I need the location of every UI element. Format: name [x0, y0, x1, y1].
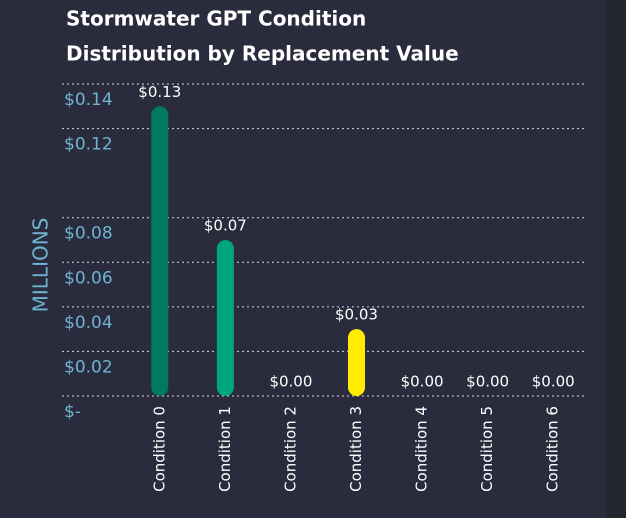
background [0, 0, 606, 518]
bar [216, 240, 234, 396]
y-tick-label: $0.12 [64, 135, 113, 155]
value-label: $0.00 [269, 373, 312, 391]
chart-title: Stormwater GPT Condition [66, 7, 366, 31]
x-tick-label: Condition 0 [150, 406, 168, 492]
x-tick-label: Condition 5 [478, 406, 496, 492]
x-tick-label: Condition 2 [281, 406, 299, 492]
chart-title: Distribution by Replacement Value [66, 42, 459, 66]
x-tick-label: Condition 3 [347, 406, 365, 492]
bar [348, 329, 365, 396]
value-label: $0.13 [138, 83, 181, 101]
bar [151, 106, 169, 397]
value-label: $0.00 [466, 373, 509, 391]
y-tick-label: $0.14 [64, 90, 113, 110]
y-tick-label: $0.08 [64, 224, 113, 244]
value-label: $0.03 [335, 306, 378, 324]
value-label: $0.07 [204, 217, 247, 235]
side-strip [606, 0, 626, 518]
value-label: $0.00 [532, 373, 575, 391]
x-tick-label: Condition 1 [216, 406, 234, 492]
value-label: $0.00 [401, 373, 444, 391]
y-tick-label: $- [64, 402, 81, 422]
y-tick-label: $0.02 [64, 357, 113, 377]
x-tick-label: Condition 6 [544, 406, 562, 492]
y-tick-label: $0.06 [64, 268, 113, 288]
y-axis-label: MILLIONS [29, 218, 53, 313]
y-tick-label: $0.04 [64, 313, 113, 333]
x-tick-label: Condition 4 [413, 406, 431, 492]
